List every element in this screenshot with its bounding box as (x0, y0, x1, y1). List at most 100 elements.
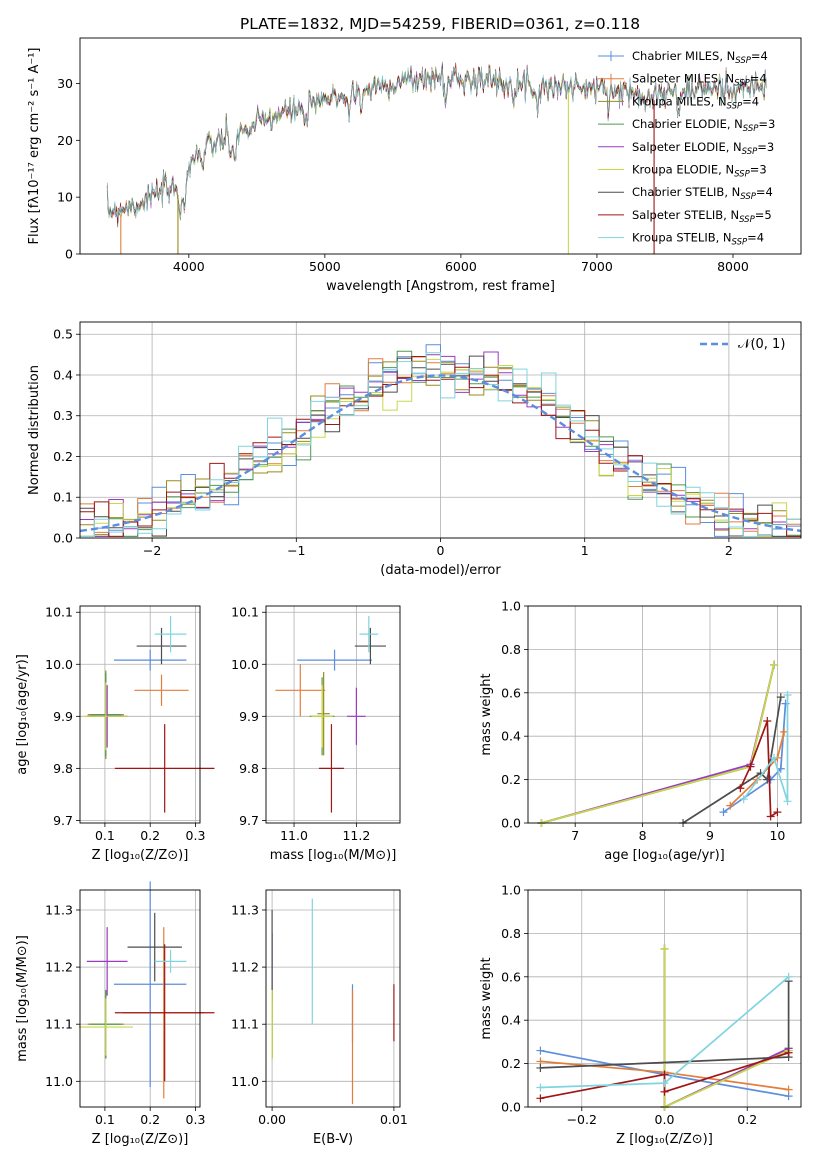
x-tick-label: 0.2 (140, 828, 160, 843)
legend-label-subscript: SSP (727, 101, 743, 111)
weight-series-marker (739, 795, 748, 804)
axes-frame (79, 321, 802, 539)
spectrum-series-8 (106, 66, 767, 219)
weight-series-line-5 (541, 664, 775, 824)
y-tick-label: 1.0 (501, 599, 521, 614)
legend-label-nssp: =4 (742, 94, 759, 108)
weight-series-marker (766, 812, 775, 821)
legend-label-text: Kroupa STELIB, N (632, 231, 732, 245)
weight-series-line-1 (729, 731, 785, 807)
x-tick-label: 8000 (717, 259, 749, 274)
y-tick-label: 0.6 (501, 685, 521, 700)
y-tick-label: 0.2 (501, 772, 521, 787)
x-axis-label: E(B-V) (313, 1132, 353, 1147)
x-tick-label: 0.2 (737, 1112, 757, 1127)
weight-series-line-2 (541, 664, 775, 824)
weight-series-marker (660, 944, 669, 953)
axes-frame (265, 889, 401, 1108)
weight-series-marker (719, 808, 728, 817)
y-tick-label: 0.2 (53, 449, 73, 464)
weight-series-marker (736, 784, 745, 793)
weight-vs-metallicity-panel: −0.2 0.0 0.2 0.0 0.2 0.4 0.6 0.8 1.0 Z [log₁₀(Z/Z… (479, 883, 802, 1147)
axes-frame (79, 37, 802, 255)
x-tick-label: 1 (581, 543, 589, 558)
y-tick-label: 10.0 (45, 657, 73, 672)
legend-label-subscript: SSP (735, 56, 751, 66)
y-tick-label: 0.4 (501, 729, 521, 744)
axes-frame (265, 605, 401, 824)
legend-label-nssp: =4 (750, 72, 767, 86)
legend-label-subscript: SSP (740, 192, 756, 202)
legend-label: Kroupa STELIB, NSSP=4 (632, 231, 764, 248)
weight-series-marker (783, 690, 792, 699)
x-tick-label: 0.00 (258, 1112, 286, 1127)
mass-vs-extinction-panel: 0.00 0.01 11.0 11.1 11.2 11.3 E(B-V) (231, 889, 408, 1147)
weight-series-line-2 (663, 948, 789, 1109)
weight-series-line-7 (739, 720, 778, 819)
x-axis-label: age [log₁₀(age/yr)] (604, 848, 725, 863)
weight-series-line-5 (663, 948, 789, 1109)
x-tick-label: 0.1 (95, 1112, 115, 1127)
axes-frame (527, 605, 802, 824)
legend-label: Chabrier STELIB, NSSP=4 (632, 185, 773, 202)
legend-label-text: Salpeter MILES, N (632, 72, 734, 86)
weight-series-line-3 (663, 948, 789, 1109)
legend-label-subscript: SSP (739, 215, 755, 225)
y-axis-label: mass weight (479, 957, 494, 1039)
y-tick-label: 0.1 (53, 490, 73, 505)
weight-series-marker (536, 1046, 545, 1055)
y-tick-label: 11.2 (45, 960, 73, 975)
weight-series-marker (536, 1063, 545, 1072)
y-tick-label: 9.7 (53, 813, 73, 828)
legend-label-nssp: =4 (756, 185, 773, 199)
legend-label: Chabrier MILES, NSSP=4 (632, 49, 768, 66)
y-tick-label: 0.2 (501, 1056, 521, 1071)
gaussian-reference-line (79, 374, 802, 533)
weight-series-marker (726, 801, 735, 810)
weight-series-marker (783, 797, 792, 806)
legend-label-nssp: =3 (757, 140, 774, 154)
age-vs-mass-panel: 11.0 11.2 9.7 9.8 9.9 10.0 10.1 mass [log₁₀(M/M… (231, 605, 401, 863)
x-tick-label: 11.0 (280, 828, 308, 843)
x-tick-label: 5000 (309, 259, 341, 274)
x-axis-label: Z [log₁₀(Z/Z⊙)] (92, 848, 189, 863)
y-tick-label: 0 (65, 247, 73, 262)
y-tick-label: 30 (57, 76, 73, 91)
y-tick-label: 10.0 (231, 657, 259, 672)
legend-label-text: Kroupa ELODIE, N (632, 163, 734, 177)
weight-series-marker (776, 693, 785, 702)
x-tick-label: −0.2 (567, 1112, 597, 1127)
y-axis-label: mass weight (479, 673, 494, 755)
y-tick-label: 0.0 (501, 1100, 521, 1115)
y-tick-label: 0.6 (501, 969, 521, 984)
y-tick-label: 11.0 (45, 1074, 73, 1089)
y-tick-label: 0.8 (501, 926, 521, 941)
x-tick-label: 6000 (445, 259, 477, 274)
weight-series-marker (784, 972, 793, 981)
y-tick-label: 11.3 (45, 902, 73, 917)
axes-frame (79, 605, 201, 824)
y-tick-label: 20 (57, 133, 73, 148)
y-axis-label: mass [log₁₀(M/M⊙)] (15, 935, 30, 1062)
x-tick-label: 0.1 (95, 828, 115, 843)
mass-vs-metallicity-panel: 0.1 0.2 0.3 11.0 11.1 11.2 11.3 Z [log₁₀(Z/Z⊙)]… (15, 881, 215, 1147)
y-tick-label: 11.2 (231, 960, 259, 975)
legend-label: Kroupa ELODIE, NSSP=3 (632, 163, 767, 180)
x-tick-label: −2 (143, 543, 161, 558)
age-vs-metallicity-panel: 0.1 0.2 0.3 9.7 9.8 9.9 10.0 10.1 Z [log₁₀(Z/Z⊙)… (15, 605, 215, 863)
x-tick-label: 10 (769, 828, 785, 843)
x-axis-label: Z [log₁₀(Z/Z⊙)] (616, 1132, 713, 1147)
y-axis-label: age [log₁₀(age/yr)] (15, 654, 30, 775)
legend-label-text: Chabrier MILES, N (632, 49, 735, 63)
weight-series-marker (536, 1094, 545, 1103)
x-tick-label: 11.2 (342, 828, 370, 843)
legend-label-subscript: SSP (734, 170, 750, 180)
weight-series-marker (536, 1083, 545, 1092)
x-axis-label: (data-model)/error (380, 563, 501, 578)
x-tick-label: 0.2 (140, 1112, 160, 1127)
x-tick-label: 0.01 (380, 1112, 408, 1127)
weight-series-marker (763, 717, 772, 726)
legend-label-nssp: =3 (758, 117, 775, 131)
weight-series-marker (773, 808, 782, 817)
